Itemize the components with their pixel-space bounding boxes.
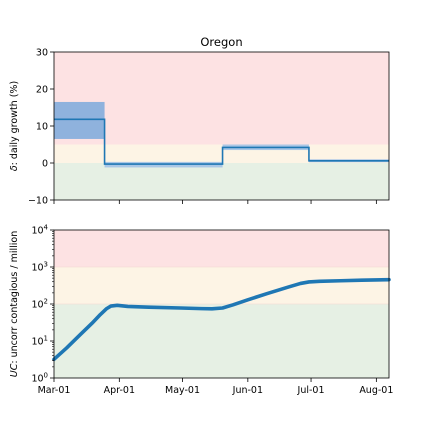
zone-high — [54, 52, 389, 145]
top-background-zones — [54, 52, 389, 200]
bottom-y-axis-label-symbol: UC — [9, 363, 20, 377]
top-y-axis-label-symbol: δ — [9, 165, 20, 171]
bottom-y-ticks: 100 101 102 103 104 — [31, 224, 54, 385]
bottom-y-axis-label-text: : uncorr contagious / million — [9, 231, 20, 364]
zone-high — [54, 230, 389, 267]
growth-line — [54, 118, 389, 165]
y-tick-label: 100 — [31, 372, 48, 385]
y-tick-label: 20 — [36, 85, 48, 96]
y-tick-label: 10 — [36, 122, 48, 133]
y-tick-label: 101 — [31, 335, 48, 348]
bottom-y-axis-label: UC: uncorr contagious / million — [9, 231, 20, 378]
zone-low — [54, 304, 389, 378]
x-tick-label: May-01 — [165, 385, 200, 396]
x-tick-label: Jul-01 — [297, 385, 325, 396]
x-tick-label: Jun-01 — [232, 385, 263, 396]
y-tick-label: 0 — [42, 159, 48, 170]
y-tick-label: 104 — [31, 224, 48, 237]
x-tick-label: Mar-01 — [38, 385, 71, 396]
top-x-ticks — [53, 200, 377, 204]
y-tick-label: 102 — [31, 298, 48, 311]
top-y-axis-label: δ: daily growth (%) — [9, 81, 20, 171]
bottom-x-ticks: Mar-01 Apr-01 May-01 Jun-01 Jul-01 Aug-01 — [38, 378, 393, 396]
x-tick-label: Apr-01 — [104, 385, 135, 396]
chart-title: Oregon — [200, 35, 242, 49]
band-segment — [54, 101, 105, 139]
bottom-panel: 100 101 102 103 104 Mar-01 Apr-01 May-01 Jun-01… — [9, 224, 393, 397]
y-tick-label: 103 — [31, 261, 48, 274]
y-tick-label: −10 — [28, 196, 48, 207]
top-panel: −10 0 10 20 30 Oregon δ: daily growth (%) — [9, 35, 390, 207]
top-y-ticks: −10 0 10 20 30 — [28, 48, 54, 207]
bottom-background-zones — [54, 230, 389, 378]
zone-medium — [54, 267, 389, 304]
bottom-contagious-line — [52, 277, 391, 362]
top-y-axis-label-text: : daily growth (%) — [9, 81, 20, 166]
zone-low — [54, 163, 389, 200]
x-tick-label: Aug-01 — [359, 385, 393, 396]
top-growth-step-line — [54, 118, 389, 165]
y-tick-label: 30 — [36, 48, 48, 59]
contagious-line — [52, 277, 391, 362]
